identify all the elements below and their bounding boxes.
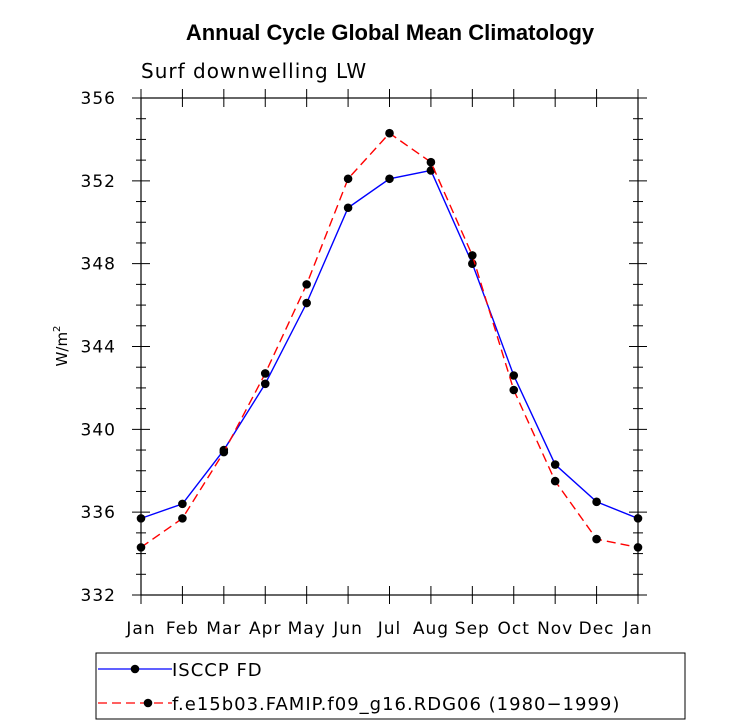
- series-layer: [136, 128, 643, 552]
- series-0-point: [592, 497, 601, 507]
- series-1-point: [343, 174, 353, 184]
- y-axis-label: W/m2: [52, 326, 71, 367]
- y-axis-label-exponent: 2: [52, 326, 63, 332]
- series-0-point: [302, 298, 311, 308]
- x-tick-label: Feb: [166, 619, 199, 639]
- x-tick-label: Jun: [332, 619, 363, 639]
- series-1-point: [633, 543, 643, 552]
- y-tick-label: 340: [81, 420, 116, 440]
- series-1-point: [385, 128, 394, 138]
- x-tick-label: Dec: [579, 619, 615, 639]
- y-tick-label: 344: [81, 338, 116, 358]
- series-1-point: [550, 476, 560, 486]
- series-1-point: [468, 251, 477, 260]
- chart-title: Annual Cycle Global Mean Climatology: [186, 20, 595, 45]
- x-tick-label: Jan: [125, 619, 155, 639]
- legend-marker-isccp: [130, 664, 140, 674]
- series-0-point: [385, 174, 394, 184]
- series-1-point: [509, 385, 519, 395]
- y-tick-label: 348: [81, 255, 116, 275]
- legend-label-model: f.e15b03.FAMIP.f09_g16.RDG06 (1980−1999): [172, 694, 620, 715]
- x-tick-label: Sep: [455, 619, 490, 639]
- plot-frame: [140, 97, 639, 596]
- series-1-point: [302, 280, 311, 289]
- series-0-point: [260, 379, 270, 389]
- series-line-1: [140, 132, 639, 549]
- plot-area: Jan Feb Mar Apr May Jun Jul Aug Sep Oct Nov Dec Jan 3…: [81, 89, 652, 639]
- series-1-point: [219, 447, 229, 457]
- series-0-point: [509, 371, 519, 380]
- series-0-point: [136, 514, 146, 523]
- series-1-point: [178, 514, 187, 523]
- legend: ISCCP FD f.e15b03.FAMIP.f09_g16.RDG06 (1…: [95, 652, 686, 720]
- series-1-point: [136, 543, 146, 552]
- series-0-point: [633, 514, 643, 523]
- x-tick-label: May: [288, 619, 326, 639]
- y-axis-label-unit: W/m: [53, 332, 71, 367]
- legend-marker-model: [143, 698, 153, 708]
- y-tick-label: 336: [81, 503, 116, 523]
- series-1-point: [592, 534, 601, 544]
- x-tick-label: Nov: [537, 619, 573, 639]
- x-tick-label: Aug: [413, 619, 449, 639]
- ticks-layer: Jan Feb Mar Apr May Jun Jul Aug Sep Oct Nov Dec Jan 3…: [81, 89, 652, 639]
- y-tick-label: 356: [81, 89, 116, 109]
- series-1-point: [426, 157, 436, 167]
- series-0-point: [178, 499, 187, 509]
- legend-item-model: f.e15b03.FAMIP.f09_g16.RDG06 (1980−1999): [98, 694, 620, 715]
- x-tick-label: Oct: [498, 619, 530, 639]
- chart-subtitle: Surf downwelling LW: [141, 59, 367, 83]
- y-tick-label: 352: [81, 172, 116, 192]
- x-tick-label: Jul: [377, 619, 402, 639]
- legend-label-isccp: ISCCP FD: [172, 660, 263, 681]
- series-1-point: [260, 369, 270, 378]
- x-tick-label: Mar: [206, 619, 241, 639]
- series-0-point: [550, 460, 560, 469]
- series-0-point: [343, 203, 353, 213]
- legend-frame: [95, 652, 686, 720]
- y-tick-label: 332: [81, 586, 116, 606]
- legend-item-isccp: ISCCP FD: [98, 660, 263, 681]
- x-tick-label: Jan: [622, 619, 652, 639]
- x-tick-label: Apr: [249, 619, 281, 639]
